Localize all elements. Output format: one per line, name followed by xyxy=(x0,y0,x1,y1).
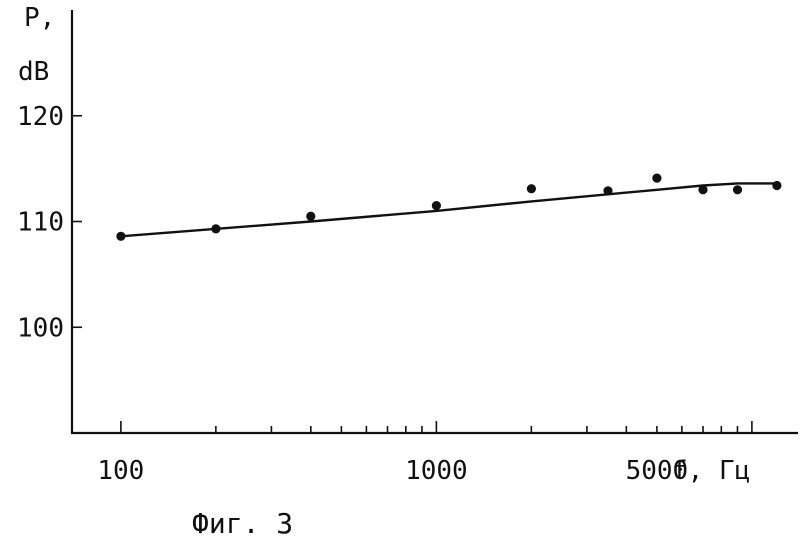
data-point xyxy=(733,185,742,194)
series xyxy=(116,174,781,241)
y-axis-unit-label: dB xyxy=(18,57,49,87)
x-tick-label: 1000 xyxy=(405,456,468,486)
data-point xyxy=(432,201,441,210)
x-tick-labels: 10010005000 xyxy=(97,456,688,486)
data-point xyxy=(306,212,315,221)
y-axis-label: P, xyxy=(24,3,55,33)
axes xyxy=(72,10,798,433)
y-tick-label: 100 xyxy=(17,313,64,343)
axis-lines xyxy=(72,10,798,433)
ticks xyxy=(72,116,752,433)
y-tick-label: 110 xyxy=(17,208,64,238)
y-tick-label: 120 xyxy=(17,102,64,132)
x-axis-label: f, Гц xyxy=(672,456,750,486)
y-tick-labels: 120 110 100 xyxy=(17,102,64,344)
trend-line xyxy=(121,183,777,236)
x-tick-label: 100 xyxy=(97,456,144,486)
data-point xyxy=(652,174,661,183)
figure-caption: Фиг. 3 xyxy=(192,507,293,540)
data-point xyxy=(527,184,536,193)
